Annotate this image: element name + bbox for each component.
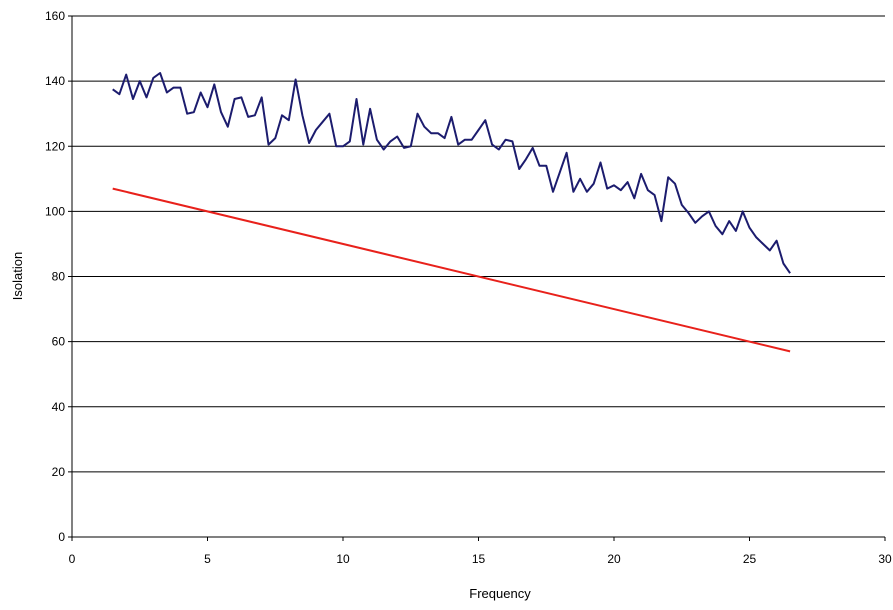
y-tick-labels: 0 20 40 60 80 100 120 140 160 (45, 9, 72, 544)
x-tick-label-10: 10 (336, 552, 350, 566)
y-tick-label-60: 60 (52, 335, 66, 349)
x-tick-label-20: 20 (607, 552, 621, 566)
x-tick-label-0: 0 (69, 552, 76, 566)
y-tick-label-120: 120 (45, 139, 65, 153)
y-tick-label-140: 140 (45, 74, 65, 88)
y-tick-label-100: 100 (45, 204, 65, 218)
series-line-2 (112, 187, 791, 353)
x-tick-label-25: 25 (743, 552, 757, 566)
x-tick-label-15: 15 (472, 552, 486, 566)
y-tick-label-80: 80 (52, 270, 66, 284)
series-line-1 (112, 72, 791, 274)
x-axis-label: Frequency (469, 586, 531, 601)
y-tick-label-40: 40 (52, 400, 66, 414)
y-tick-label-20: 20 (52, 465, 66, 479)
x-tick-label-30: 30 (878, 552, 892, 566)
x-tick-label-5: 5 (204, 552, 211, 566)
series-group (112, 72, 791, 353)
y-tick-label-160: 160 (45, 9, 65, 23)
y-axis-label: Isolation (10, 252, 25, 300)
y-tick-label-0: 0 (58, 530, 65, 544)
x-tick-labels: 0 5 10 15 20 25 30 (69, 537, 892, 566)
